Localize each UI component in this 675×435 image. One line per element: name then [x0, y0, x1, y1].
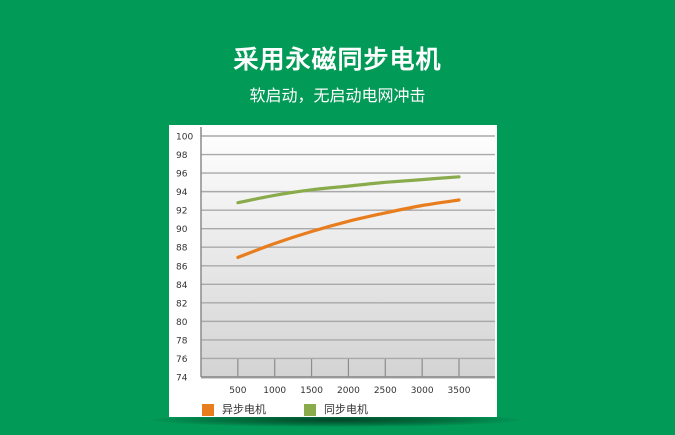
y-tick-label-74: 74	[176, 374, 188, 384]
x-tick-label-1500: 1500	[300, 386, 323, 396]
y-tick-label-92: 92	[176, 207, 187, 217]
y-tick-label-90: 90	[176, 225, 188, 235]
y-tick-label-82: 82	[176, 299, 187, 309]
y-tick-label-96: 96	[176, 170, 188, 180]
y-tick-label-86: 86	[176, 262, 188, 272]
page-subtitle: 软启动，无启动电网冲击	[249, 86, 426, 105]
y-tick-label-84: 84	[176, 281, 188, 291]
legend-swatch-async	[202, 404, 214, 416]
x-tick-label-2500: 2500	[374, 386, 397, 396]
series-line-1	[236, 175, 461, 205]
page-title: 采用永磁同步电机	[233, 45, 442, 74]
y-tick-label-78: 78	[176, 336, 188, 346]
y-tick-label-98: 98	[176, 151, 188, 161]
chart-panel: 74 76 78 80 82 84 86 88 90 92 94 96 98 100 500 1000 150…	[169, 125, 497, 417]
legend-swatch-sync	[304, 404, 316, 416]
y-tick-label-94: 94	[176, 188, 188, 198]
y-tick-label-76: 76	[176, 355, 188, 365]
y-tick-label-100: 100	[176, 133, 193, 143]
efficiency-chart: 74 76 78 80 82 84 86 88 90 92 94 96 98 100 500 1000 150…	[176, 127, 495, 396]
x-tick-label-3500: 3500	[448, 386, 471, 396]
y-tick-label-80: 80	[176, 318, 188, 328]
legend-label-sync: 同步电机	[324, 403, 368, 416]
y-tick-label-88: 88	[176, 244, 188, 254]
series-line-0	[236, 198, 461, 259]
x-tick-label-2000: 2000	[337, 386, 360, 396]
x-tick-label-3000: 3000	[411, 386, 434, 396]
legend-label-async: 异步电机	[222, 403, 266, 416]
x-tick-label-500: 500	[229, 386, 246, 396]
x-tick-label-1000: 1000	[263, 386, 286, 396]
